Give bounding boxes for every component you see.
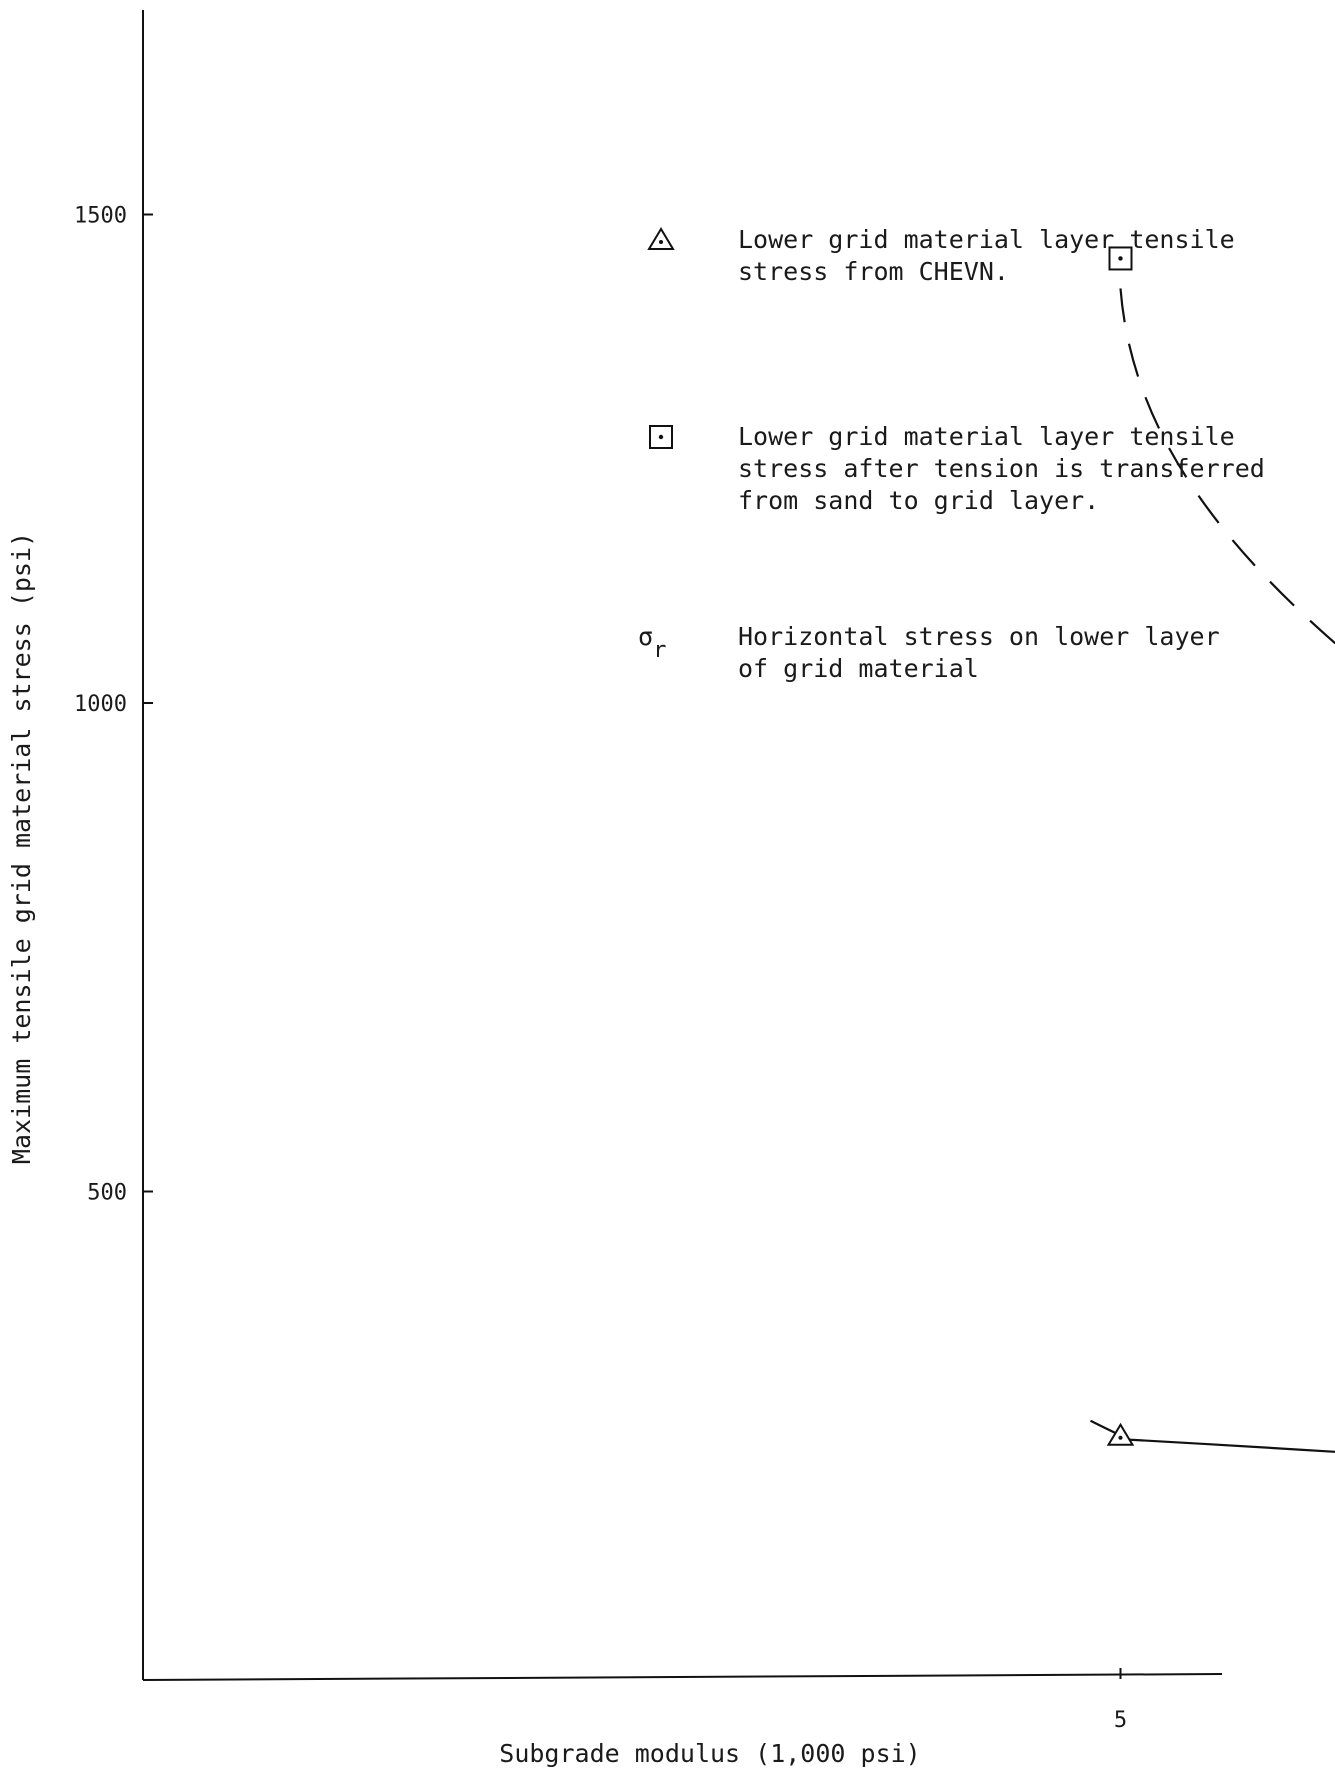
y-tick-label: 500: [87, 1181, 127, 1206]
legend-item: Lower grid material layer tensile stress …: [649, 422, 1265, 515]
series-line: [1119, 288, 1335, 645]
legend-item: σr Horizontal stress on lower layer of gri…: [638, 622, 1220, 683]
legend-symbol: [647, 227, 675, 250]
legend-text-line: stress from CHEVN.: [738, 257, 1009, 286]
legend-item: Lower grid material layer tensile stress …: [647, 225, 1235, 286]
data-point: [1108, 246, 1133, 271]
legend-text-line: from sand to grid layer.: [738, 486, 1099, 515]
x-tick-label: 5: [1114, 1708, 1127, 1733]
y-ticks: 500 1000 1500: [74, 204, 153, 1206]
y-tick-label: 1500: [74, 204, 127, 229]
legend-symbol: [649, 425, 673, 449]
series-layer: [1090, 246, 1335, 1453]
legend: Lower grid material layer tensile stress …: [638, 225, 1265, 683]
x-ticks: 5101520: [1114, 1668, 1127, 1733]
series-1: [1108, 246, 1335, 645]
legend-text-line: stress after tension is transferred: [738, 454, 1265, 483]
axes: [142, 10, 1223, 1681]
data-point: [1106, 1422, 1135, 1446]
legend-text-line: Lower grid material layer tensile: [738, 422, 1235, 451]
y-axis-title: Maximum tensile grid material stress (ps…: [7, 532, 36, 1164]
series-2: [1090, 1419, 1335, 1453]
legend-symbol-sigma: σr: [638, 622, 666, 663]
x-axis-line: [142, 1673, 1223, 1681]
legend-text-line: of grid material: [738, 654, 979, 683]
x-axis-title: Subgrade modulus (1,000 psi): [499, 1739, 920, 1768]
y-tick-label: 1000: [74, 692, 127, 717]
legend-text-line: Lower grid material layer tensile: [738, 225, 1235, 254]
legend-text-line: Horizontal stress on lower layer: [738, 622, 1220, 651]
